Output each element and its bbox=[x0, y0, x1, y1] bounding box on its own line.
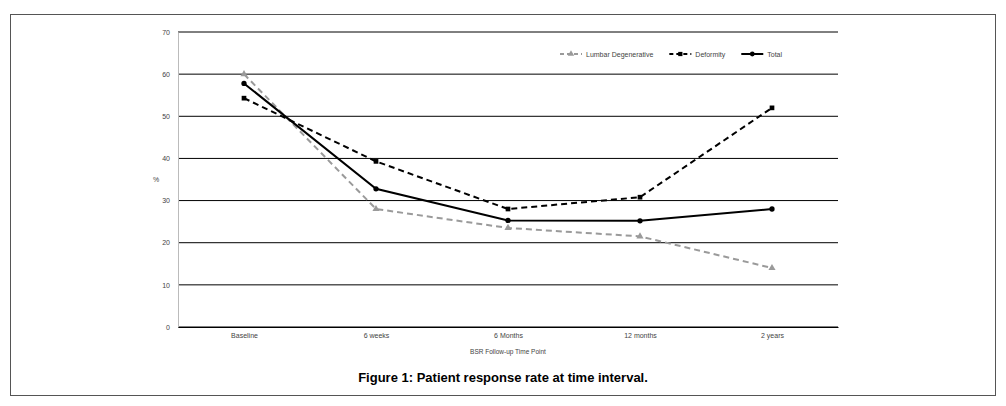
y-tick: 30 bbox=[162, 197, 178, 204]
series-marker bbox=[241, 81, 246, 86]
x-tick-label: 6 Months bbox=[494, 332, 523, 339]
series-marker bbox=[770, 106, 775, 111]
grid-line bbox=[178, 242, 838, 243]
series-line bbox=[244, 74, 772, 268]
series-marker bbox=[240, 70, 247, 76]
x-tick: Baseline bbox=[231, 327, 258, 339]
x-tick: 6 weeks bbox=[364, 327, 390, 339]
grid-line bbox=[178, 200, 838, 201]
series-marker bbox=[638, 195, 643, 200]
grid-line bbox=[178, 116, 838, 117]
y-tick: 60 bbox=[162, 71, 178, 78]
x-tick: 6 Months bbox=[494, 327, 523, 339]
grid-line bbox=[178, 74, 838, 75]
title: Figure 1: Patient response rate at time … bbox=[358, 370, 648, 385]
series-marker bbox=[372, 205, 379, 211]
y-tick: 10 bbox=[162, 282, 178, 289]
legend: Lumbar Degenerative Deformity Total bbox=[560, 50, 783, 58]
y-tick: 40 bbox=[162, 155, 178, 162]
y-tick-label: 40 bbox=[162, 155, 170, 162]
series-marker bbox=[637, 218, 642, 223]
y-tick-label: 50 bbox=[162, 113, 170, 120]
grid bbox=[178, 32, 838, 327]
y-tick-label: 70 bbox=[162, 29, 170, 36]
series-marker bbox=[769, 206, 774, 211]
series-marker bbox=[374, 159, 379, 164]
legend-label: Lumbar Degenerative bbox=[586, 51, 653, 59]
series-line bbox=[244, 83, 772, 220]
series-line bbox=[244, 98, 772, 209]
legend-label: Deformity bbox=[695, 51, 725, 59]
x-tick-label: 6 weeks bbox=[364, 332, 390, 339]
legend-marker bbox=[678, 52, 682, 56]
legend-item: Deformity bbox=[669, 51, 725, 59]
series-marker bbox=[506, 207, 511, 212]
y-tick: 0 bbox=[166, 324, 178, 331]
x-tick: 12 months bbox=[624, 327, 657, 339]
x-axis: Baseline 6 weeks 6 Months 12 months 2 years bbox=[179, 327, 839, 340]
series-marker bbox=[504, 224, 511, 230]
series-marker bbox=[768, 264, 775, 270]
x-tick-label: 2 years bbox=[761, 332, 784, 340]
grid-line bbox=[178, 158, 838, 159]
x-tick-label: Baseline bbox=[231, 332, 258, 339]
y-tick-label: 20 bbox=[162, 239, 170, 246]
grid-line bbox=[178, 327, 838, 328]
y-tick-label: 30 bbox=[162, 197, 170, 204]
y-tick: 70 bbox=[162, 29, 178, 36]
plot-area bbox=[240, 70, 775, 270]
grid-line bbox=[178, 32, 838, 33]
series-marker bbox=[373, 186, 378, 191]
x-tick: 2 years bbox=[761, 327, 784, 340]
x-tick-label: 12 months bbox=[624, 332, 657, 339]
series-marker bbox=[242, 96, 247, 101]
chart: 0 10 20 30 40 50 60 70 Baseline 6 weeks 6 Months 12… bbox=[0, 0, 1006, 406]
legend-marker bbox=[750, 52, 755, 57]
y-tick-label: 0 bbox=[166, 324, 170, 331]
x-axis-title: BSR Follow-up Time Point bbox=[470, 348, 546, 356]
legend-item: Lumbar Degenerative bbox=[560, 50, 653, 58]
series-marker bbox=[505, 218, 510, 223]
series-marker bbox=[636, 232, 643, 238]
y-tick: 20 bbox=[162, 239, 178, 246]
y-tick-label: 60 bbox=[162, 71, 170, 78]
legend-marker bbox=[568, 50, 574, 56]
grid-line bbox=[178, 284, 838, 285]
y-tick: 50 bbox=[162, 113, 178, 120]
y-axis: 0 10 20 30 40 50 60 70 bbox=[162, 29, 178, 331]
legend-label: Total bbox=[767, 51, 782, 58]
frame bbox=[11, 15, 996, 396]
x-axis-line bbox=[179, 327, 839, 328]
y-tick-label: 10 bbox=[162, 282, 170, 289]
y-axis-line bbox=[178, 33, 179, 328]
y-axis-title: % bbox=[153, 176, 159, 183]
legend-item: Total bbox=[741, 51, 782, 58]
